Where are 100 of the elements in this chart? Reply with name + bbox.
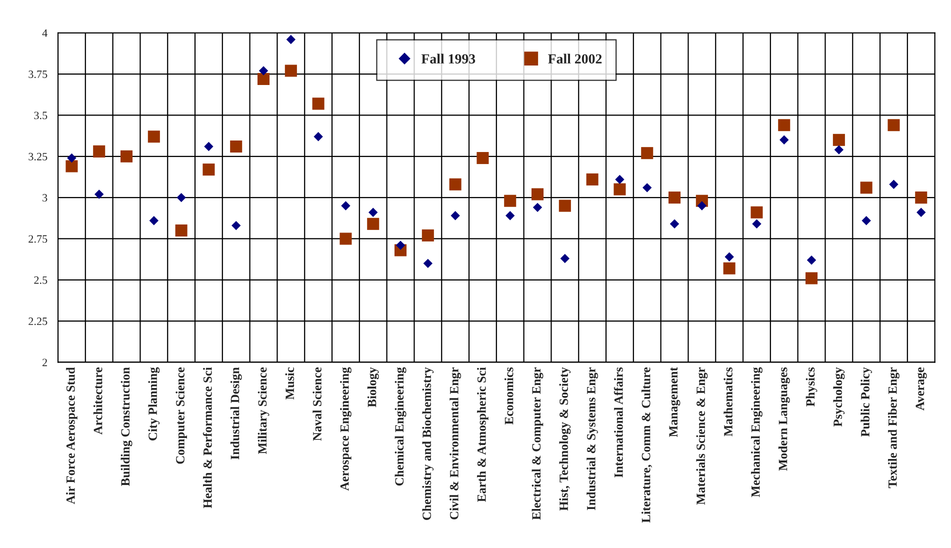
point: [120, 150, 133, 162]
point: [780, 135, 789, 145]
point: [66, 160, 78, 172]
x-tick-label: Electrical & Computer Engr: [532, 367, 544, 520]
point: [750, 206, 763, 218]
point: [368, 208, 378, 217]
point: [778, 119, 790, 132]
point: [752, 219, 762, 229]
point: [860, 182, 872, 194]
x-tick-label: Naval Science: [312, 367, 322, 441]
y-tick-label: 4: [42, 29, 48, 37]
x-tick-label: Earth & Atmospheric Sci: [477, 367, 488, 502]
x-tick-label: Military Science: [258, 367, 270, 454]
x-tick-label: Architecture: [93, 367, 102, 435]
point: [670, 219, 680, 229]
point: [148, 130, 160, 143]
x-tick-label: Air Force Aerospace Stud: [66, 367, 78, 504]
y-tick-label: 2.25: [28, 318, 48, 326]
x-tick-label: Aerospace Engineering: [340, 367, 352, 491]
x-tick-label: Psychology: [833, 367, 845, 427]
point: [286, 34, 296, 44]
x-tick-label: Health & Performance Sci: [202, 367, 212, 508]
point: [558, 200, 571, 212]
x-tick-label: Textile and Fiber Engr: [888, 367, 900, 488]
point: [341, 201, 350, 210]
point: [367, 218, 380, 230]
point: [560, 254, 570, 264]
x-tick-label: Computer Science: [176, 367, 187, 464]
point: [615, 174, 624, 184]
point: [832, 134, 845, 146]
legend-label: Fall 2002: [548, 54, 602, 64]
point: [94, 190, 104, 199]
point: [506, 211, 515, 220]
x-tick-label: Average: [916, 367, 927, 410]
point: [642, 183, 652, 192]
point: [202, 164, 215, 176]
point: [476, 152, 489, 164]
point: [586, 173, 598, 186]
point: [230, 140, 242, 153]
point: [723, 262, 736, 274]
point: [834, 145, 844, 154]
x-tick-label: Physics: [806, 367, 818, 406]
point: [204, 142, 214, 152]
y-tick-label: 2.5: [34, 276, 48, 284]
point: [724, 252, 734, 262]
point: [504, 194, 516, 207]
point: [312, 98, 324, 110]
x-tick-label: Public Policy: [860, 367, 872, 437]
x-tick-label: Modern Languages: [778, 367, 790, 471]
point: [449, 178, 462, 190]
point: [340, 232, 352, 245]
point: [258, 66, 268, 76]
x-tick-label: Management: [669, 367, 680, 437]
x-tick-label: Economics: [504, 367, 514, 425]
y-tick-label: 3.75: [28, 70, 48, 78]
point: [232, 220, 241, 230]
x-tick-label: Chemical Engineering: [394, 367, 406, 486]
point: [641, 147, 654, 160]
point: [806, 272, 818, 284]
y-tick-label: 2: [42, 358, 47, 366]
x-tick-label: Chemistry and Biochemistry: [422, 367, 434, 520]
point: [423, 258, 433, 268]
point: [614, 183, 626, 196]
point: [668, 192, 681, 204]
point: [862, 216, 871, 226]
y-tick-label: 3.25: [28, 152, 48, 160]
point: [67, 153, 76, 163]
point: [149, 216, 159, 226]
x-tick-label: Civil & Environmental Engr: [450, 367, 462, 520]
x-tick-label: Hist, Technology & Society: [559, 367, 571, 511]
x-tick-label: Music: [285, 367, 294, 400]
point: [314, 132, 323, 142]
point: [422, 229, 434, 242]
point: [176, 192, 186, 202]
point: [175, 224, 188, 237]
x-tick-label: Mechanical Engineering: [751, 367, 762, 498]
point: [532, 188, 544, 200]
x-tick-label: Industrial & Systems Engr: [586, 367, 598, 510]
y-tick-label: 3.5: [34, 112, 48, 120]
point: [888, 119, 900, 132]
x-tick-label: Materials Science & Engr: [696, 367, 708, 505]
point: [697, 201, 707, 210]
y-tick-label: 3: [42, 194, 48, 202]
point: [915, 192, 928, 204]
x-tick-label: Literature, Comm & Culture: [641, 367, 652, 523]
x-tick-label: Biology: [367, 367, 379, 408]
x-tick-label: Industrial Design: [230, 367, 242, 460]
x-tick-label: Building Construction: [120, 367, 132, 486]
point: [284, 64, 297, 77]
point: [532, 202, 542, 212]
x-tick-label: Mathematics: [724, 367, 732, 436]
legend-label: Fall 1993: [421, 54, 476, 64]
point: [916, 208, 926, 217]
point: [258, 72, 270, 86]
point: [93, 145, 106, 158]
point: [396, 240, 406, 250]
point: [806, 256, 816, 265]
point: [450, 211, 460, 220]
x-tick-label: City Planning: [148, 367, 160, 440]
y-tick-label: 2.75: [28, 235, 48, 243]
